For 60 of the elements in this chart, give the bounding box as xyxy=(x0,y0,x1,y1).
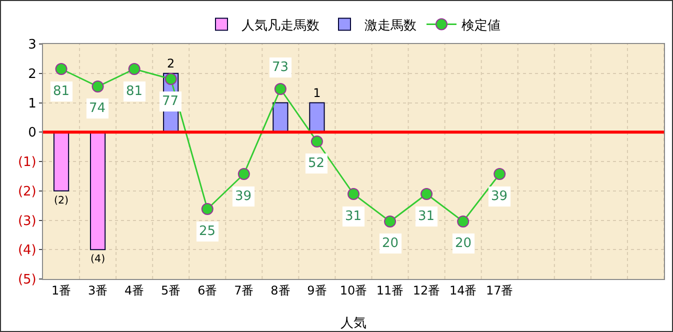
point xyxy=(494,168,506,180)
y-tick-label: (2) xyxy=(18,184,36,200)
point xyxy=(164,73,177,85)
point xyxy=(348,188,360,200)
point xyxy=(238,168,250,180)
x-tick-label: 3番 xyxy=(88,283,108,298)
point xyxy=(457,216,470,228)
point xyxy=(92,80,104,92)
y-tick-label: (5) xyxy=(18,272,36,288)
x-tick-label: 1番 xyxy=(51,283,72,298)
data-label: 31 xyxy=(418,209,435,224)
data-label: 2 xyxy=(167,56,175,70)
bar xyxy=(53,132,70,192)
y-tick-label: 3 xyxy=(28,38,36,53)
data-label: 81 xyxy=(126,84,143,99)
point xyxy=(274,83,286,95)
data-label: (4) xyxy=(90,253,106,266)
data-label: 1 xyxy=(313,86,321,100)
legend-label: 人気凡走馬数 xyxy=(242,18,320,34)
bar xyxy=(90,132,106,250)
data-label: 77 xyxy=(162,94,179,109)
x-tick-label: 6番 xyxy=(198,283,218,298)
bar xyxy=(272,102,288,133)
data-label: 31 xyxy=(345,209,362,224)
x-tick-label: 10番 xyxy=(340,283,368,298)
y-tick-label: 2 xyxy=(28,66,36,82)
data-label: 73 xyxy=(272,60,289,75)
x-tick-label: 14番 xyxy=(449,283,477,298)
legend-label: 激走馬数 xyxy=(364,18,416,34)
x-tick-label: 12番 xyxy=(412,283,440,298)
x-tick-label: 9番 xyxy=(307,283,327,298)
data-label: 25 xyxy=(199,224,216,239)
point xyxy=(310,136,323,148)
x-tick-label: 8番 xyxy=(270,283,290,298)
y-tick-label: (4) xyxy=(18,243,36,258)
legend-label: 検定値 xyxy=(462,18,500,34)
bar xyxy=(309,102,325,133)
x-tick-label: 5番 xyxy=(161,283,181,298)
point xyxy=(420,188,433,200)
x-tick-label: 4番 xyxy=(124,283,144,298)
y-tick-label: (1) xyxy=(18,155,36,170)
point xyxy=(55,63,68,75)
data-label: 20 xyxy=(455,236,472,251)
data-label: 39 xyxy=(235,189,252,204)
point xyxy=(201,203,214,215)
data-label: 39 xyxy=(491,189,508,204)
y-tick-label: 1 xyxy=(28,96,36,112)
x-tick-label: 11番 xyxy=(376,283,404,298)
data-label: 52 xyxy=(308,156,325,171)
data-label: (2) xyxy=(54,194,69,206)
y-tick-label: 0 xyxy=(28,126,36,141)
point xyxy=(128,63,140,75)
data-label: 81 xyxy=(53,84,70,99)
point xyxy=(384,216,396,228)
data-label: 74 xyxy=(89,101,106,116)
x-tick-label: 17番 xyxy=(486,283,514,298)
data-label: 20 xyxy=(382,236,399,251)
x-tick-label: 7番 xyxy=(234,283,254,298)
x-axis-title: 人気 xyxy=(340,316,366,331)
y-tick-label: (3) xyxy=(18,214,36,229)
